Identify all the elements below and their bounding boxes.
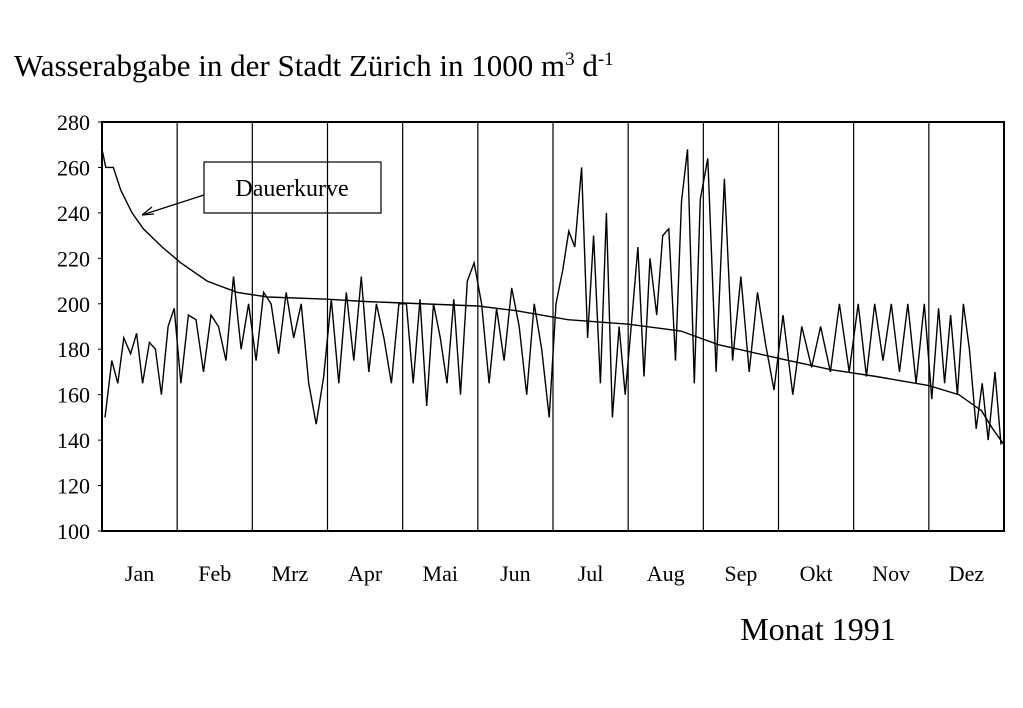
x-axis-label: Monat 1991 — [740, 611, 896, 647]
title-text: Wasserabgabe in der Stadt Zürich in 1000… — [14, 48, 565, 83]
y-tick-label: 140 — [57, 428, 90, 453]
y-tick-label: 120 — [57, 474, 90, 499]
y-tick-label: 280 — [57, 110, 90, 135]
y-tick-label: 180 — [57, 337, 90, 362]
x-tick-label: Jun — [500, 561, 531, 586]
y-tick-label: 260 — [57, 155, 90, 180]
x-tick-label: Mai — [423, 561, 458, 586]
title-text: d — [575, 48, 599, 83]
x-tick-label: Jul — [578, 561, 604, 586]
x-tick-label: Sep — [724, 561, 757, 586]
annotation-box — [203, 161, 382, 214]
annotation: Dauerkurve — [235, 176, 348, 202]
x-tick-label: Mrz — [272, 561, 309, 586]
annotation-arrow — [141, 194, 205, 216]
y-tick-label: 220 — [57, 246, 90, 271]
title-sup: -1 — [598, 49, 614, 70]
arrow-head — [141, 206, 155, 216]
chart-title: Wasserabgabe in der Stadt Zürich in 1000… — [14, 48, 614, 83]
x-tick-label: Aug — [647, 561, 685, 586]
x-tick-label: Jan — [125, 561, 154, 586]
series-line — [104, 149, 1002, 445]
series-line — [101, 149, 1005, 446]
title-sup: 3 — [565, 49, 575, 70]
y-tick-label: 240 — [57, 201, 90, 226]
x-tick-label: Okt — [800, 561, 833, 586]
x-tick-label: Feb — [198, 561, 231, 586]
x-tick-label: Nov — [872, 561, 910, 586]
y-tick-label: 200 — [57, 292, 90, 317]
y-tick-label: 100 — [57, 519, 90, 544]
x-tick-label: Dez — [949, 561, 985, 586]
x-tick-label: Apr — [348, 561, 383, 586]
y-tick-label: 160 — [57, 383, 90, 408]
